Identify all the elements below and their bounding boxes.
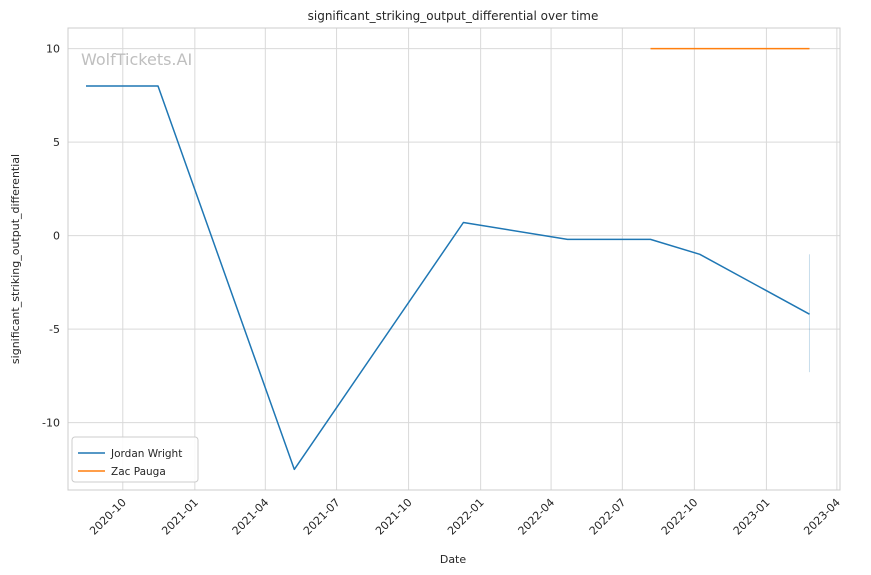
x-tick-label: 2023-04	[801, 496, 843, 538]
plot-area	[67, 27, 841, 491]
x-tick-label: 2021-10	[373, 496, 415, 538]
y-tick-label: 10	[46, 43, 60, 56]
y-tick-label: -5	[49, 323, 60, 336]
y-ticks: 10 5 0 -5 -10	[42, 43, 60, 430]
x-tick-label: 2022-04	[516, 496, 558, 538]
x-tick-label: 2021-04	[230, 496, 272, 538]
watermark: WolfTickets.AI	[81, 50, 192, 69]
x-ticks: 2020-10 2021-01 2021-04 2021-07 2021-10 2022-…	[87, 496, 843, 538]
x-tick-label: 2022-01	[445, 496, 487, 538]
chart-title: significant_striking_output_differential…	[308, 9, 599, 23]
grid	[68, 28, 840, 490]
y-tick-label: -10	[42, 417, 60, 430]
y-axis-label: significant_striking_output_differential	[9, 154, 22, 364]
x-tick-label: 2022-07	[587, 496, 629, 538]
legend: Jordan Wright Zac Pauga	[71, 436, 199, 483]
x-tick-label: 2023-01	[731, 496, 773, 538]
x-tick-label: 2021-01	[159, 496, 201, 538]
x-axis-label: Date	[440, 553, 467, 566]
series	[86, 47, 810, 471]
x-tick-label: 2021-07	[301, 496, 343, 538]
x-tick-label: 2020-10	[87, 496, 129, 538]
legend-label-jordan-wright: Jordan Wright	[110, 448, 182, 460]
series-line-jordan-wright	[86, 85, 810, 471]
y-tick-label: 5	[53, 136, 60, 149]
y-tick-label: 0	[53, 230, 60, 243]
legend-label-zac-pauga: Zac Pauga	[111, 466, 166, 478]
x-tick-label: 2022-10	[659, 496, 701, 538]
